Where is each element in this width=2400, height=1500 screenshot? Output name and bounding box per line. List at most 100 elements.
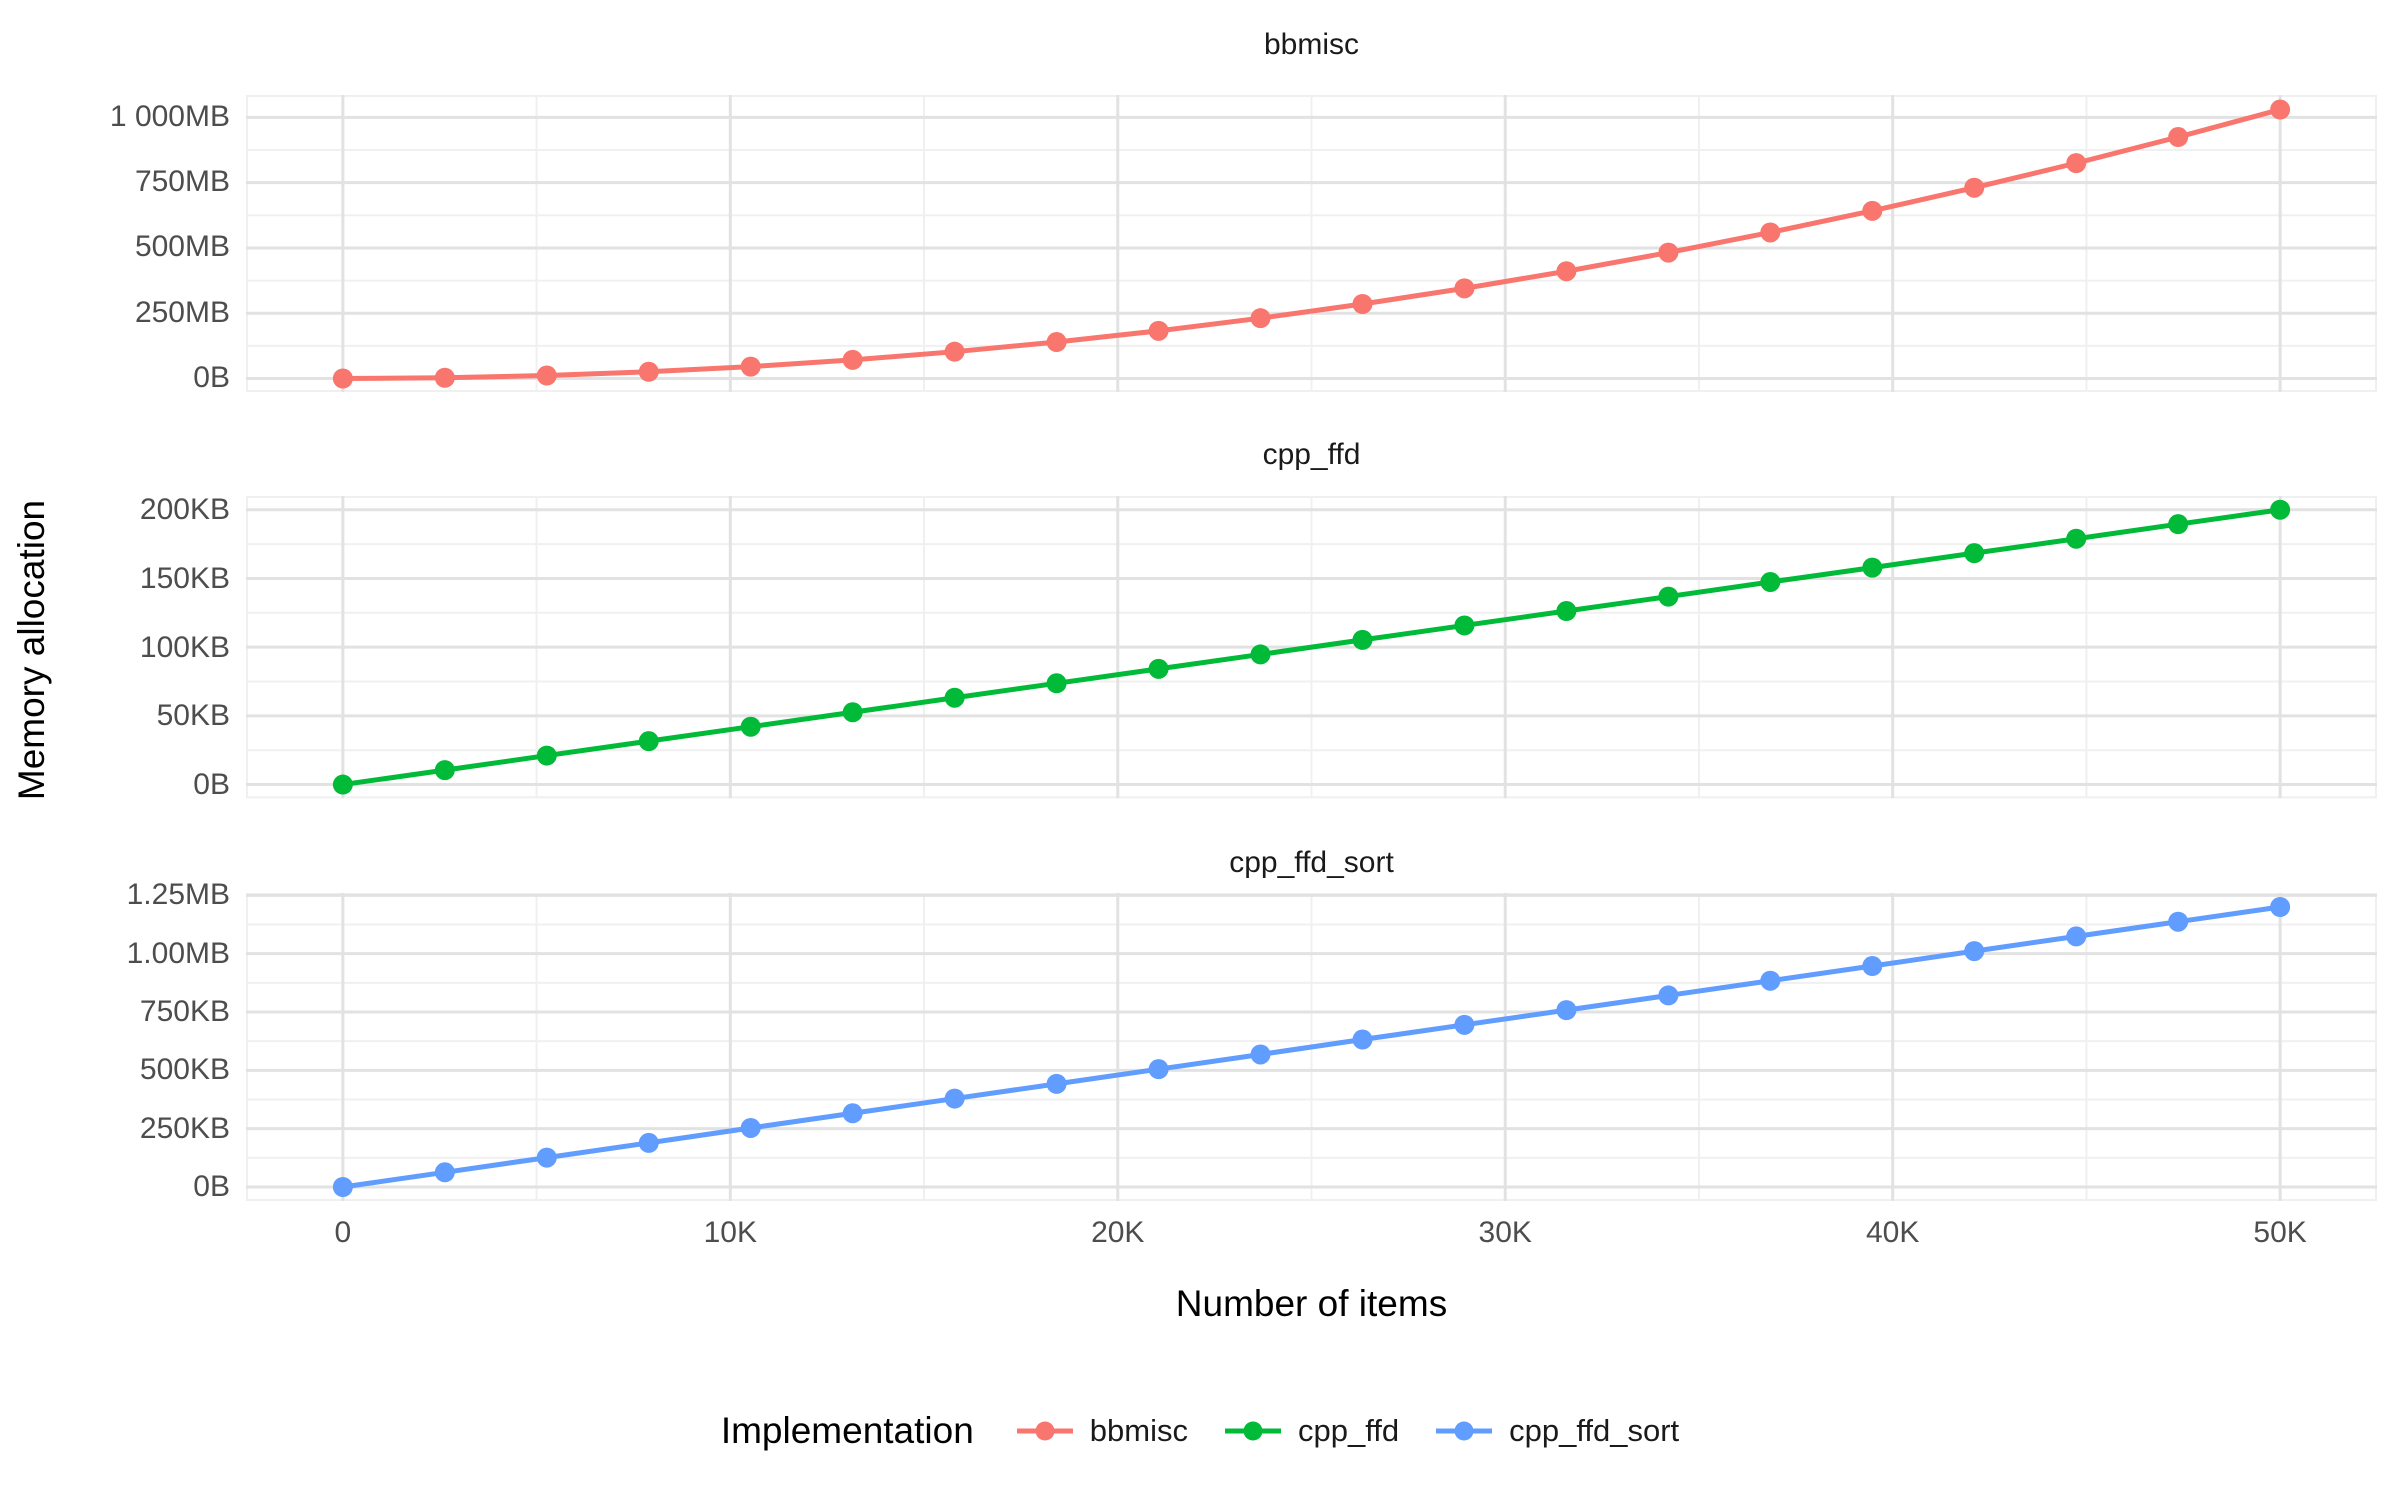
data-point (1250, 644, 1271, 665)
facet-title-cpp-ffd-sort: cpp_ffd_sort (1229, 846, 1394, 879)
y-tick-label: 750MB (134, 165, 230, 199)
data-point (536, 1147, 557, 1168)
x-axis-title: Number of items (1175, 1283, 1448, 1324)
data-point (740, 1117, 761, 1138)
data-point (1760, 572, 1781, 593)
legend-label: cpp_ffd (1297, 1413, 1400, 1448)
y-tick-label: 500MB (134, 230, 230, 264)
series-line-cpp_ffd (340, 507, 2283, 788)
data-point (1250, 307, 1271, 328)
x-tick-label: 10K (703, 1216, 757, 1249)
y-tick-label: 0B (193, 1170, 230, 1203)
data-point (638, 1132, 659, 1153)
data-point (1250, 1044, 1271, 1065)
facet-title-cpp-ffd: cpp_ffd (1262, 438, 1361, 471)
x-tick-label: 30K (1478, 1216, 1532, 1249)
legend-title: Implementation (720, 1410, 974, 1451)
data-point (1862, 200, 1883, 221)
data-point (1658, 985, 1679, 1006)
data-point (638, 361, 659, 382)
legend-key-line-point-icon (1436, 1421, 1493, 1441)
data-point (1046, 1073, 1067, 1094)
data-point (332, 1177, 353, 1197)
data-point (2168, 911, 2189, 932)
legend-label: bbmisc (1089, 1413, 1188, 1448)
data-point (1964, 941, 1985, 962)
data-point (2270, 99, 2291, 120)
legend-entry-cpp-ffd-sort: cpp_ffd_sort (1433, 1412, 1679, 1450)
y-tick-label: 0B (193, 767, 230, 801)
data-point (1556, 601, 1577, 622)
data-point (1352, 630, 1373, 651)
data-point (842, 1103, 863, 1124)
y-tick-label: 750KB (139, 995, 230, 1028)
data-point (1352, 293, 1373, 314)
y-tick-label: 0B (193, 361, 230, 394)
data-point (332, 774, 353, 795)
data-point (1658, 586, 1679, 607)
facet-panel-bbmisc (246, 94, 2377, 392)
data-point (1454, 277, 1475, 298)
y-tick-label: 200KB (139, 493, 230, 527)
data-point (536, 745, 557, 766)
y-tick-label: 50KB (156, 699, 230, 733)
y-tick-label: 1 000MB (109, 99, 230, 133)
x-tick-label: 20K (1091, 1216, 1145, 1249)
data-point (1760, 221, 1781, 242)
data-point (2270, 500, 2291, 521)
data-point (638, 731, 659, 752)
data-point (434, 1162, 455, 1183)
data-point (1148, 1059, 1169, 1080)
data-point (1148, 659, 1169, 680)
data-point (332, 368, 353, 388)
y-tick-label: 1.00MB (126, 936, 230, 970)
y-tick-label: 150KB (139, 561, 230, 595)
data-point (2066, 152, 2087, 173)
data-point (536, 365, 557, 386)
data-point (1046, 673, 1067, 694)
data-point (1454, 1014, 1475, 1035)
data-point (944, 1088, 965, 1109)
data-point (842, 702, 863, 723)
data-point (2168, 126, 2189, 147)
data-point (434, 367, 455, 388)
data-point (842, 349, 863, 370)
legend-key-line-point-icon (1224, 1421, 1281, 1441)
facet-panel-cpp_ffd_sort (246, 893, 2377, 1201)
legend-entry-cpp-ffd: cpp_ffd (1222, 1412, 1399, 1450)
data-point (1862, 956, 1883, 977)
data-point (2066, 926, 2087, 947)
data-point (740, 356, 761, 377)
series-line-cpp_ffd_sort (340, 904, 2283, 1190)
facet-panel-cpp_ffd (246, 496, 2377, 799)
data-point (1148, 320, 1169, 341)
y-tick-label: 500KB (139, 1053, 230, 1087)
legend-entry-bbmisc: bbmisc (1014, 1412, 1188, 1450)
legend-label: cpp_ffd_sort (1509, 1413, 1680, 1448)
series-line-bbmisc (340, 106, 2283, 381)
data-point (1556, 1000, 1577, 1021)
facet-title-bbmisc: bbmisc (1263, 28, 1360, 61)
data-point (1352, 1029, 1373, 1050)
y-tick-label: 100KB (139, 630, 230, 664)
data-point (1046, 331, 1067, 352)
x-tick-label: 0 (334, 1216, 352, 1249)
data-point (944, 688, 965, 709)
data-point (434, 760, 455, 781)
y-tick-label: 1.25MB (126, 878, 230, 912)
data-point (1964, 543, 1985, 564)
data-point (2066, 529, 2087, 550)
x-tick-label: 40K (1865, 1216, 1920, 1249)
data-point (1862, 557, 1883, 578)
legend-key-line-point-icon (1016, 1421, 1073, 1441)
data-point (1658, 242, 1679, 263)
data-point (2168, 514, 2189, 535)
data-point (740, 717, 761, 738)
y-tick-label: 250KB (139, 1111, 230, 1145)
x-tick-label: 50K (2253, 1216, 2307, 1249)
data-point (2270, 897, 2291, 917)
data-point (1964, 177, 1985, 198)
data-point (1556, 260, 1577, 281)
data-point (1760, 970, 1781, 991)
